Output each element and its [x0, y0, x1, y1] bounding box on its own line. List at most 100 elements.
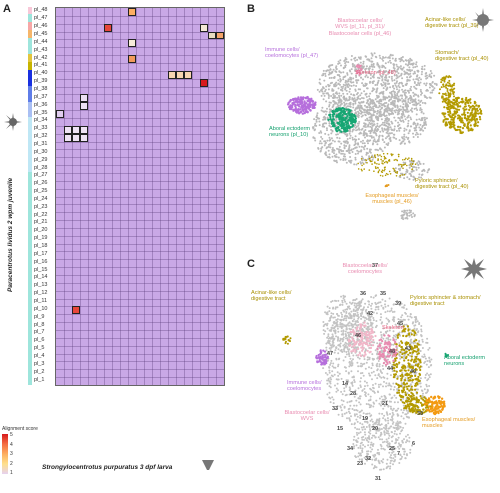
heatmap-row-label: pl_25: [34, 188, 48, 195]
heatmap-row-label: pl_27: [34, 172, 48, 179]
heatmap-row-label: pl_28: [34, 164, 48, 171]
heatmap-row-label: pl_40: [34, 70, 48, 77]
heatmap-cell: [168, 70, 176, 79]
heatmap-cell: [80, 102, 88, 111]
legend-tick: 4: [10, 441, 13, 448]
cluster-number: 46: [355, 333, 361, 339]
umap-c-annotation: Blastocoelar cells/ WVS: [284, 410, 330, 423]
heatmap-cell: [72, 306, 80, 315]
cluster-number: 23: [357, 461, 363, 467]
heatmap-row-label: pl_37: [34, 93, 48, 100]
cluster-number: 14: [342, 381, 349, 387]
cluster-number: 33: [332, 406, 338, 412]
umap-c-scatter: 37 35 46 45 42 48 39 36 40 47 44 43 28 19 14 21 20 32 25 23…: [282, 263, 450, 482]
umap-b-annotation: Immune cells/ coelomocytes (pl_47): [265, 47, 319, 60]
heatmap-row-label: pl_31: [34, 140, 48, 147]
cluster-number: 35: [380, 291, 386, 297]
umap-c-annotation: Aboral ectoderm neurons: [444, 355, 486, 368]
heatmap-cell: [184, 70, 192, 79]
heatmap-row-label: pl_3: [34, 360, 45, 367]
heatmap-row-label: pl_36: [34, 101, 48, 108]
umap-b-annotation: Aboral ectoderm neurons (pl_10): [269, 126, 311, 139]
heatmap-row-label: pl_17: [34, 250, 48, 257]
legend-tick: 1: [10, 470, 13, 476]
heatmap-row-label: pl_34: [34, 117, 48, 124]
heatmap-row-label: pl_39: [34, 78, 48, 85]
umap-b-panel: Blastocoelar cells/ WVS (pl_11, pl_31)/ …: [247, 0, 500, 255]
panel-a-letter: A: [3, 3, 11, 15]
heatmap-cell: [72, 133, 80, 142]
heatmap-row-label: pl_46: [34, 23, 48, 30]
heatmap-cell: [56, 110, 64, 118]
cluster-number: 20: [372, 426, 378, 432]
heatmap-row-label: pl_5: [34, 345, 45, 352]
heatmap-row-label: pl_12: [34, 290, 48, 297]
umap-c-annotation: Blastocoelar cells/ coelomocytes: [342, 263, 388, 276]
panel-b-letter: B: [247, 3, 255, 15]
heatmap-row-label: pl_2: [34, 368, 45, 375]
heatmap-cell: [64, 133, 72, 142]
heatmap-cell: [176, 70, 184, 79]
heatmap-cell: [72, 125, 80, 134]
umap-c-annotation: Skeleton: [382, 325, 404, 331]
sea-star-icon: [3, 112, 23, 132]
umap-b-scatter: [286, 52, 483, 221]
heatmap-row-label: pl_29: [34, 156, 48, 163]
umap-c-annotation: Acinar-like cells/ digestive tract: [251, 290, 292, 303]
heatmap-row-label: pl_8: [34, 321, 45, 328]
heatmap-row-label: pl_13: [34, 282, 48, 289]
cluster-number: 19: [362, 416, 368, 422]
sea-urchin-larva-icon: [200, 458, 216, 472]
legend-tick: 5: [10, 432, 13, 438]
cluster-number: 28: [350, 391, 356, 397]
cluster-number: 42: [367, 311, 373, 317]
cluster-number: 7: [397, 451, 400, 457]
legend-colorbar: [2, 434, 8, 474]
heatmap-row-label: pl_23: [34, 203, 48, 210]
score-legend: Alignment score 5 4 3 2 1: [2, 426, 38, 478]
heatmap-row-label: pl_35: [34, 109, 48, 116]
heatmap-row-label: pl_18: [34, 243, 48, 250]
heatmap-y-title: Paracentrotus lividus 2 wpm juvenile: [7, 177, 14, 292]
heatmap-row-label: pl_7: [34, 329, 45, 336]
cluster-number: 37: [372, 263, 378, 269]
heatmap-row-label: pl_4: [34, 353, 45, 359]
heatmap-panel: Paracentrotus lividus 2 wpm juvenile pl_…: [0, 0, 245, 493]
cluster-number: 43: [405, 346, 411, 352]
cluster-number: 40: [410, 369, 416, 375]
cluster-number: 47: [327, 351, 333, 357]
heatmap-row-label: pl_42: [34, 54, 48, 61]
heatmap-row-label: pl_10: [34, 305, 48, 312]
heatmap-row-label: pl_9: [34, 313, 45, 320]
legend-ticks: 5 4 3 2 1: [10, 432, 22, 476]
heatmap-row-label: pl_6: [34, 337, 45, 344]
umap-c-annotation: Immune cells/ coelomocytes: [287, 380, 322, 393]
heatmap-row-label: pl_48: [34, 7, 48, 14]
umap-b-annotation: Acinar-like cells/ digestive tract (pl_3…: [425, 17, 479, 30]
heatmap-row-label: pl_11: [34, 298, 48, 305]
heatmap-row-label: pl_20: [34, 227, 48, 234]
cluster-number: 48: [389, 349, 395, 355]
umap-b-annotation: Pyloric sphincter/ digestive tract (pl_4…: [415, 178, 469, 191]
heatmap-cell: [80, 94, 88, 103]
heatmap-row-label: pl_30: [34, 148, 48, 155]
larva-silhouette-icon: [459, 255, 489, 283]
heatmap-cell: [128, 39, 136, 48]
cluster-number: 36: [360, 291, 366, 297]
heatmap-cell: [104, 23, 112, 32]
umap-c-annotation: Pyloric sphincter & stomach/ digestive t…: [410, 295, 481, 308]
heatmap-row-label: pl_45: [34, 30, 48, 37]
umap-c-annotation: Esophageal muscles/ muscles: [422, 417, 476, 430]
cluster-number: 32: [365, 456, 371, 462]
heatmap-row-label: pl_26: [34, 180, 48, 187]
heatmap-cell: [80, 125, 88, 134]
cluster-number: 21: [382, 401, 388, 407]
heatmap-x-title: Strongylocentrotus purpuratus 3 dpf larv…: [42, 464, 173, 471]
cluster-number: 15: [337, 426, 343, 432]
heatmap-row-label: pl_32: [34, 133, 48, 140]
heatmap-cell: [80, 133, 88, 142]
heatmap-cell: [216, 31, 224, 40]
heatmap-row-label: pl_43: [34, 46, 48, 53]
heatmap-row-label: pl_24: [34, 195, 48, 202]
umap-b-annotation: Blastocoelar cells/ WVS (pl_11, pl_31)/ …: [328, 18, 392, 37]
